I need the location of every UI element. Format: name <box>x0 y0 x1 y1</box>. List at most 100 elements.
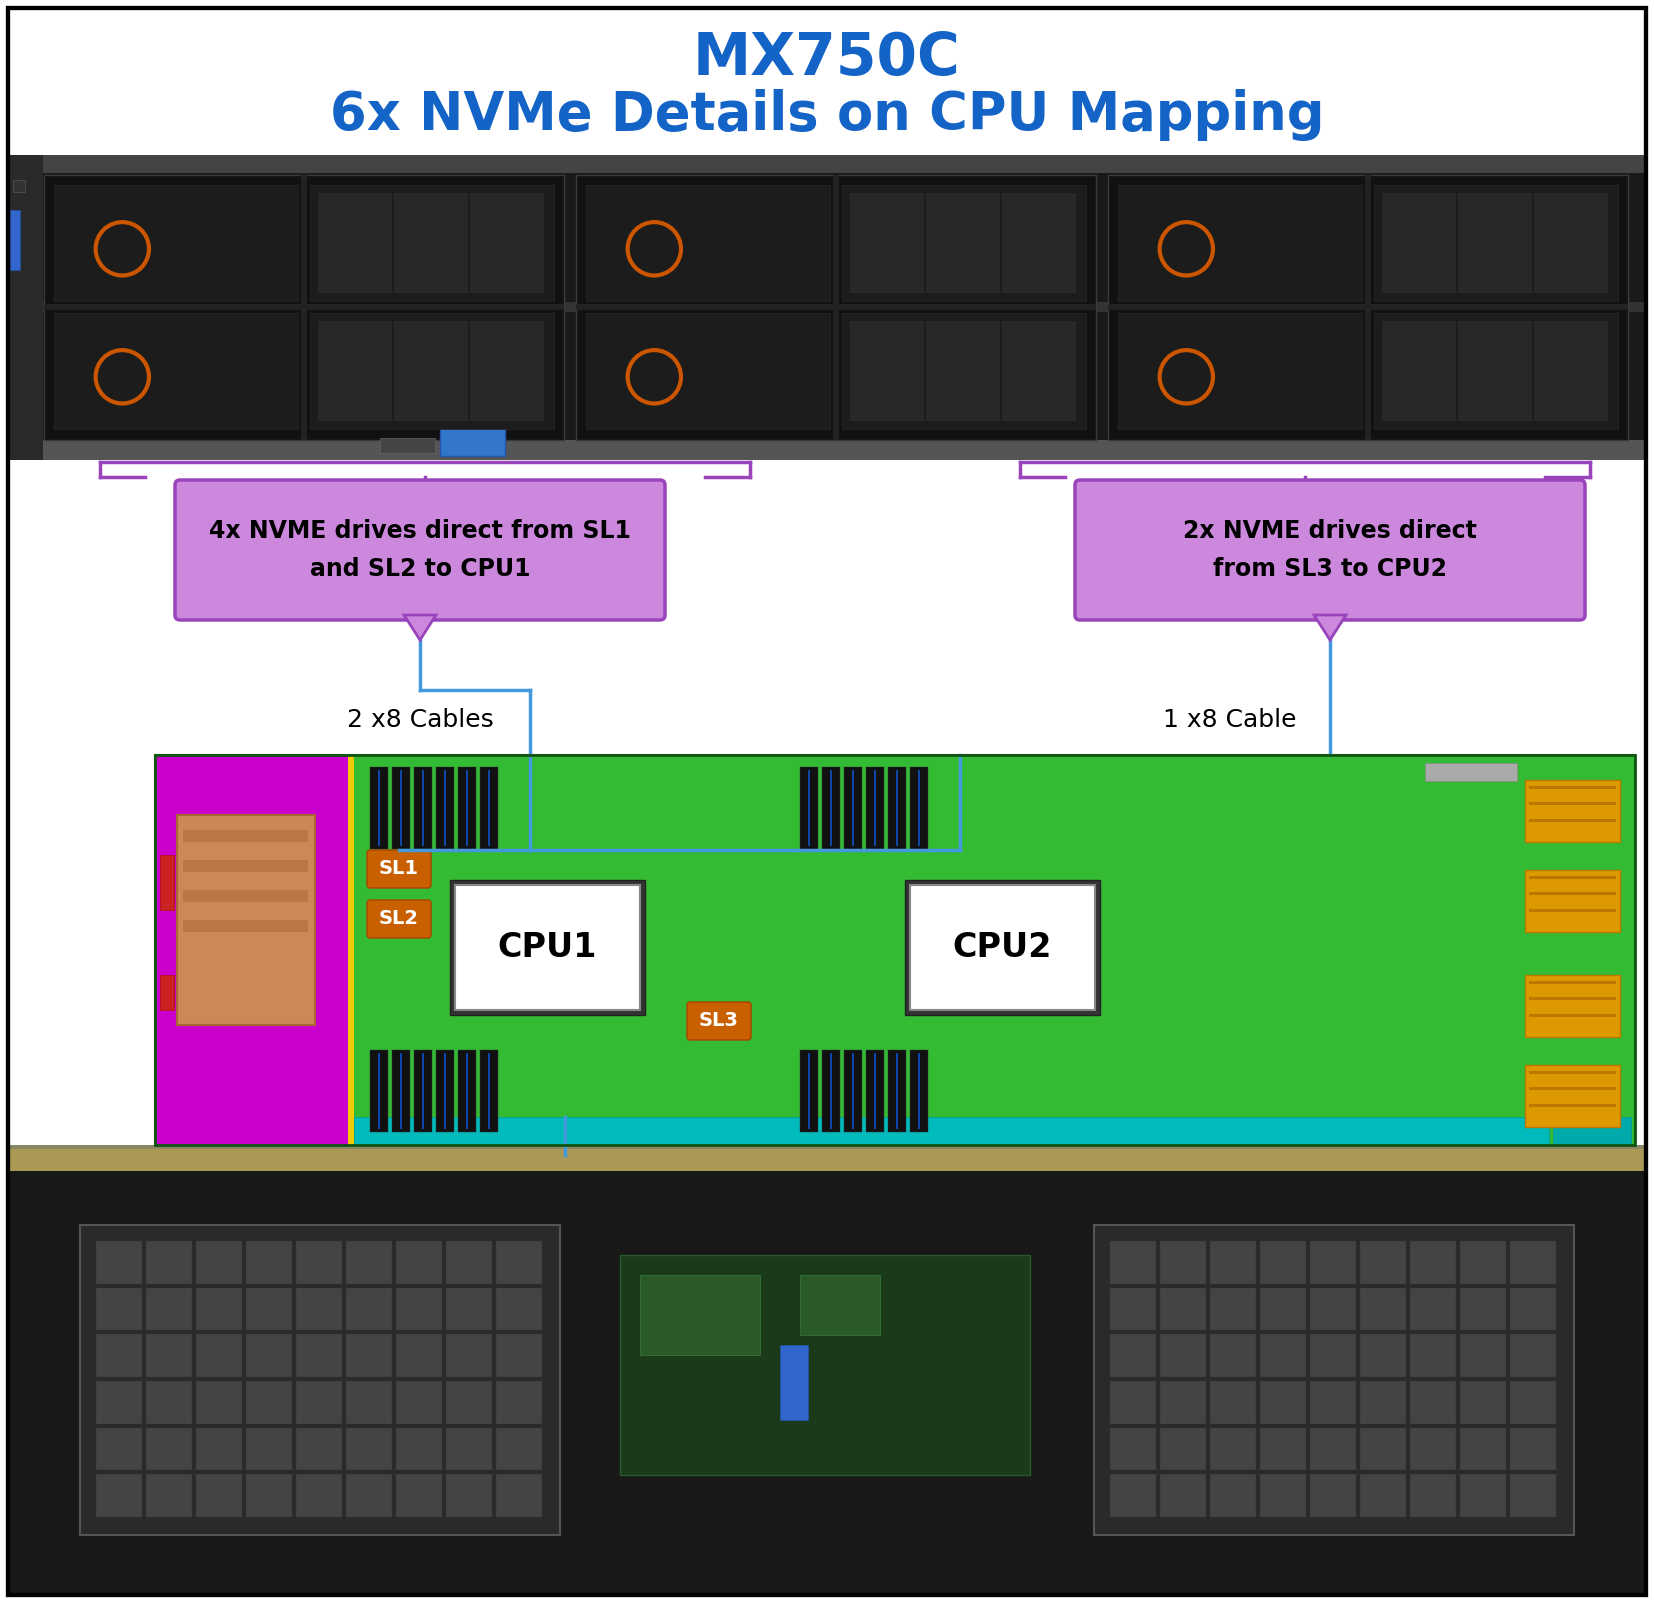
Bar <box>586 313 830 430</box>
Bar <box>197 1287 241 1330</box>
Bar <box>488 1053 490 1129</box>
Bar <box>1510 1428 1556 1470</box>
Bar <box>184 920 308 931</box>
Bar <box>867 1050 883 1132</box>
Bar <box>309 184 554 301</box>
Bar <box>1360 1428 1406 1470</box>
Bar <box>576 305 1097 309</box>
Bar <box>1409 1287 1456 1330</box>
Bar <box>1510 1287 1556 1330</box>
Bar <box>8 155 1646 173</box>
Bar <box>1457 321 1532 422</box>
Bar <box>896 769 898 846</box>
Bar <box>296 1428 342 1470</box>
Bar <box>197 1334 241 1377</box>
Bar <box>1110 1475 1156 1516</box>
Bar <box>1159 1241 1206 1284</box>
Text: MX750C: MX750C <box>693 29 961 87</box>
Bar <box>1360 1475 1406 1516</box>
Bar <box>370 766 389 850</box>
Bar <box>1528 891 1616 894</box>
Bar <box>801 1274 880 1335</box>
Bar <box>1533 192 1608 293</box>
Bar <box>414 1050 432 1132</box>
Bar <box>1528 819 1616 822</box>
Bar <box>301 175 308 439</box>
Bar <box>1374 313 1618 430</box>
Bar <box>852 1053 853 1129</box>
Bar <box>8 1145 1646 1157</box>
Bar <box>620 1255 1030 1475</box>
Bar <box>801 1050 819 1132</box>
Bar <box>1002 192 1077 293</box>
Bar <box>296 1382 342 1423</box>
Bar <box>905 880 1100 1015</box>
Bar <box>96 1428 142 1470</box>
Bar <box>447 1241 491 1284</box>
Bar <box>197 1475 241 1516</box>
Bar <box>1360 1241 1406 1284</box>
Bar <box>1118 313 1361 430</box>
Bar <box>809 769 810 846</box>
Bar <box>184 830 308 842</box>
Bar <box>45 175 564 439</box>
Bar <box>447 1334 491 1377</box>
Bar <box>296 1334 342 1377</box>
Bar <box>1528 785 1616 789</box>
Bar <box>801 766 819 850</box>
Bar <box>318 321 392 422</box>
Bar <box>1310 1475 1356 1516</box>
Bar <box>155 755 351 1145</box>
Bar <box>926 192 1001 293</box>
Bar <box>480 1050 498 1132</box>
Bar <box>440 428 504 455</box>
Bar <box>1310 1334 1356 1377</box>
Bar <box>1460 1241 1507 1284</box>
Bar <box>395 1334 442 1377</box>
Text: 6x NVMe Details on CPU Mapping: 6x NVMe Details on CPU Mapping <box>329 90 1325 141</box>
Bar <box>822 766 840 850</box>
Bar <box>197 1382 241 1423</box>
Bar <box>1460 1287 1507 1330</box>
Bar <box>1211 1382 1255 1423</box>
Bar <box>146 1382 192 1423</box>
Bar <box>160 975 174 1010</box>
Bar <box>480 766 498 850</box>
Bar <box>155 755 1636 1145</box>
Bar <box>873 769 877 846</box>
Bar <box>96 1382 142 1423</box>
Bar <box>380 438 435 454</box>
Bar <box>96 1287 142 1330</box>
Text: CPU1: CPU1 <box>498 931 597 963</box>
Bar <box>346 1334 392 1377</box>
Bar <box>1528 1071 1616 1074</box>
Bar <box>1260 1287 1307 1330</box>
Bar <box>370 1050 389 1132</box>
Bar <box>296 1287 342 1330</box>
Bar <box>400 1053 402 1129</box>
Bar <box>1528 1087 1616 1090</box>
Bar <box>1110 1241 1156 1284</box>
Bar <box>455 885 640 1010</box>
Bar <box>8 1145 1646 1595</box>
Bar <box>394 192 468 293</box>
Bar <box>640 1274 759 1355</box>
Bar <box>395 1382 442 1423</box>
Bar <box>1528 1015 1616 1016</box>
Bar <box>466 769 468 846</box>
Bar <box>1460 1382 1507 1423</box>
Bar <box>458 766 476 850</box>
Bar <box>395 1287 442 1330</box>
Bar <box>146 1475 192 1516</box>
Bar <box>246 1241 293 1284</box>
Bar <box>830 769 832 846</box>
Bar <box>346 1241 392 1284</box>
Bar <box>1310 1428 1356 1470</box>
Bar <box>488 769 490 846</box>
Bar <box>392 766 410 850</box>
Bar <box>844 1050 862 1132</box>
Bar <box>246 1334 293 1377</box>
Bar <box>8 1149 1646 1172</box>
Bar <box>844 766 862 850</box>
Bar <box>458 1050 476 1132</box>
